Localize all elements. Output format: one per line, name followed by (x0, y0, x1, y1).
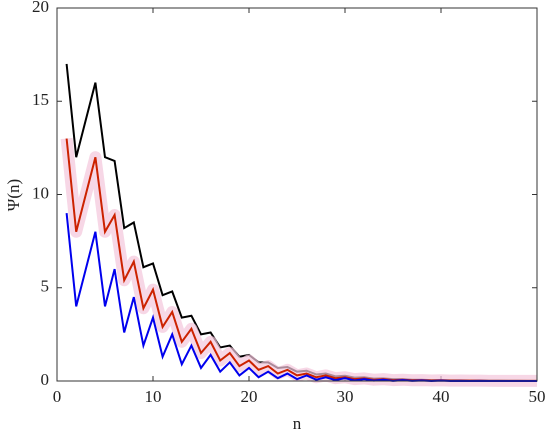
x-tick-label: 10 (145, 387, 162, 406)
plot-frame (56, 7, 538, 382)
y-tick-label: 5 (41, 277, 50, 296)
x-axis-label: n (293, 414, 302, 433)
x-tick-label: 40 (433, 387, 450, 406)
x-tick-label: 0 (53, 387, 62, 406)
x-tick-label: 30 (337, 387, 354, 406)
y-tick-label: 0 (41, 370, 50, 389)
y-tick-label: 10 (32, 183, 49, 202)
x-tick-label: 20 (241, 387, 258, 406)
plot-area (57, 8, 537, 381)
y-axis-label: Ψ(n) (4, 179, 23, 211)
x-tick-label: 50 (529, 387, 546, 406)
y-tick-label: 15 (32, 90, 49, 109)
y-tick-label: 20 (32, 0, 49, 16)
